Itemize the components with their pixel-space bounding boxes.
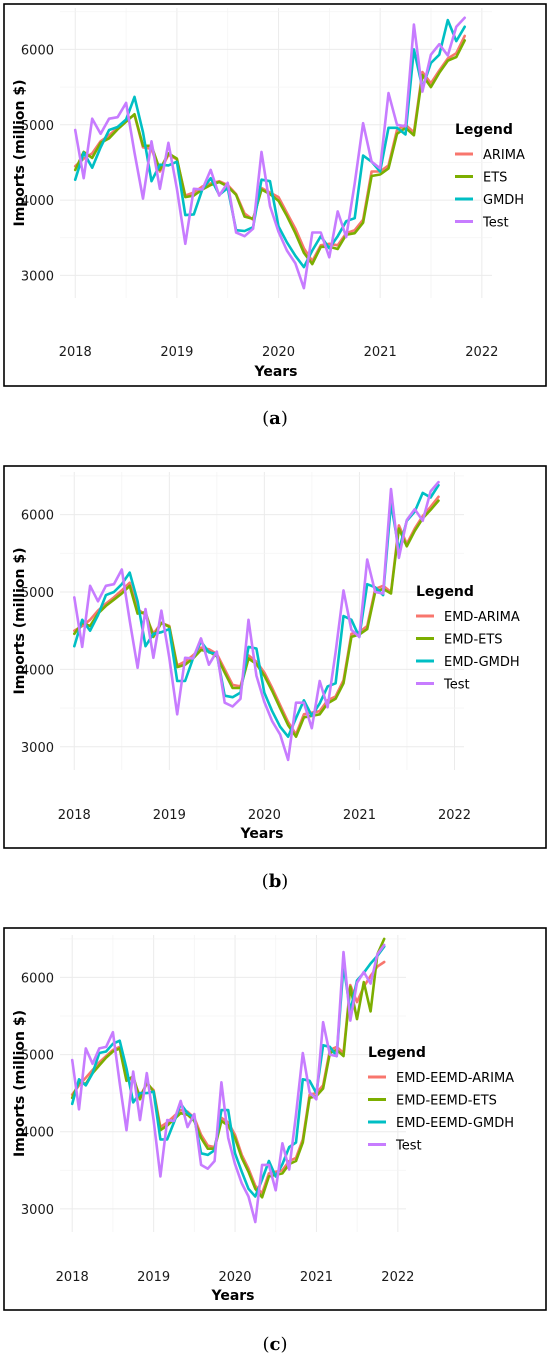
x-tick-label: 2022 xyxy=(381,1270,414,1285)
y-axis-title: Imports (million $) xyxy=(12,1010,28,1157)
x-tick-label: 2022 xyxy=(438,808,471,823)
x-tick-label: 2022 xyxy=(465,345,498,360)
legend-label: Test xyxy=(482,216,509,231)
legend-label: Test xyxy=(395,1139,422,1154)
legend-label: EMD-EEMD-ETS xyxy=(396,1094,497,1109)
x-axis-title: Years xyxy=(239,826,283,842)
x-tick-label: 2019 xyxy=(160,345,193,360)
legend-label: GMDH xyxy=(483,193,524,208)
x-axis-title: Years xyxy=(253,364,297,380)
panel-caption: (b) xyxy=(262,871,289,892)
panel-frame xyxy=(3,927,547,1311)
x-tick-label: 2019 xyxy=(153,808,186,823)
series-line-ets xyxy=(73,39,467,266)
legend-label: EMD-EEMD-ARIMA xyxy=(396,1071,514,1086)
legend-title: Legend xyxy=(455,122,513,138)
panel-frame xyxy=(3,465,547,849)
chart-panel-c: 2018 2019 2020 2021 2022 3000 4000 5000 6000 Year… xyxy=(3,927,547,1355)
x-tick-label: 2018 xyxy=(56,1270,89,1285)
panel-caption: (a) xyxy=(262,408,288,429)
series-line-test xyxy=(70,943,386,1224)
legend-label: EMD-EEMD-GMDH xyxy=(396,1116,514,1131)
legend-label: ARIMA xyxy=(483,148,525,163)
y-axis-title: Imports (million $) xyxy=(12,79,28,226)
y-tick-label: 6000 xyxy=(21,971,54,986)
y-tick-label: 4000 xyxy=(21,194,54,209)
chart-panel-a: 2018 2019 2020 2021 2022 3000 4000 5000 6000 Year… xyxy=(3,3,547,429)
y-tick-label: 3000 xyxy=(21,1203,54,1218)
grid xyxy=(60,935,406,1232)
x-tick-label: 2018 xyxy=(58,808,91,823)
y-tick-label: 5000 xyxy=(21,119,54,134)
series-line-test xyxy=(73,480,440,762)
legend-label: EMD-ARIMA xyxy=(444,610,520,625)
x-tick-label: 2021 xyxy=(364,345,397,360)
panel-caption: (c) xyxy=(262,1334,287,1355)
y-tick-label: 4000 xyxy=(21,1126,54,1141)
y-tick-label: 3000 xyxy=(21,269,54,284)
x-tick-label: 2021 xyxy=(343,808,376,823)
series-line-emd-eemd-gmdh xyxy=(70,945,386,1198)
x-tick-label: 2018 xyxy=(59,345,92,360)
grid xyxy=(60,8,492,298)
legend: Legend EMD-ARIMA EMD-ETS EMD-GMDH Test xyxy=(416,584,520,693)
grid xyxy=(60,472,464,770)
series-line-emd-gmdh xyxy=(73,483,440,739)
legend-label: ETS xyxy=(483,171,507,186)
legend-title: Legend xyxy=(416,584,474,600)
legend-label: EMD-GMDH xyxy=(444,655,520,670)
legend-title: Legend xyxy=(368,1045,426,1061)
y-axis-title: Imports (million $) xyxy=(12,547,28,694)
legend: Legend ARIMA ETS GMDH Test xyxy=(455,122,525,231)
y-tick-label: 3000 xyxy=(21,741,54,756)
x-tick-label: 2020 xyxy=(248,808,281,823)
y-tick-label: 6000 xyxy=(21,43,54,58)
legend-label: Test xyxy=(443,678,470,693)
panel-frame xyxy=(3,3,547,387)
x-tick-label: 2019 xyxy=(137,1270,170,1285)
series-line-gmdh xyxy=(73,18,467,269)
x-tick-label: 2020 xyxy=(218,1270,251,1285)
y-tick-label: 6000 xyxy=(21,509,54,524)
chart-panel-b: 2018 2019 2020 2021 2022 3000 4000 5000 6000 Year… xyxy=(3,465,547,892)
y-tick-label: 4000 xyxy=(21,663,54,678)
legend: Legend EMD-EEMD-ARIMA EMD-EEMD-ETS EMD-EEMD… xyxy=(368,1045,514,1154)
x-axis-title: Years xyxy=(210,1288,254,1304)
series-line-test xyxy=(73,16,467,290)
legend-label: EMD-ETS xyxy=(444,633,503,648)
x-tick-label: 2021 xyxy=(300,1270,333,1285)
y-tick-label: 5000 xyxy=(21,1049,54,1064)
y-tick-label: 5000 xyxy=(21,586,54,601)
x-tick-label: 2020 xyxy=(262,345,295,360)
